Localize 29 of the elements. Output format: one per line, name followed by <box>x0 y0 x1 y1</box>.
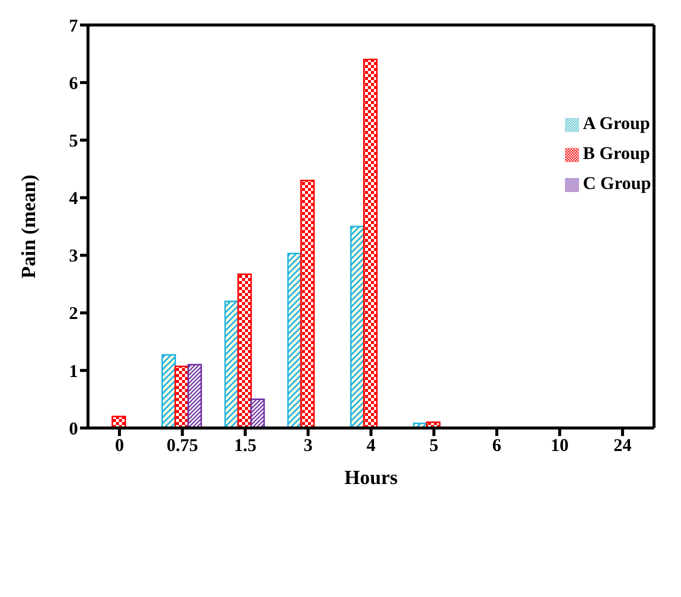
x-tick-label: 24 <box>614 434 632 455</box>
y-tick-label: 7 <box>69 15 78 36</box>
legend-label: A Group <box>582 113 650 133</box>
x-tick-label: 0 <box>114 434 124 455</box>
bar <box>161 354 176 428</box>
y-tick-label: 3 <box>69 246 78 266</box>
y-tick-label: 6 <box>69 72 78 93</box>
y-tick-label: 2 <box>69 303 78 324</box>
x-tick-label: 0.75 <box>166 434 198 455</box>
bar <box>250 398 265 428</box>
y-tick-label: 5 <box>69 130 78 151</box>
x-tick-label: 5 <box>429 434 438 455</box>
bar <box>112 416 126 428</box>
bar <box>300 180 315 428</box>
y-tick-label: 4 <box>69 188 78 208</box>
bar <box>237 274 252 428</box>
x-tick-label: 3 <box>304 434 313 455</box>
legend-label: B Group <box>582 143 650 163</box>
bar <box>363 58 378 428</box>
y-tick-label: 1 <box>69 360 78 381</box>
x-tick-label: 6 <box>492 434 502 455</box>
y-axis-title: Pain (mean) <box>18 174 40 278</box>
y-tick-label: 0 <box>69 418 78 438</box>
x-tick-label: 4 <box>366 434 376 455</box>
x-tick-label: 1.5 <box>234 434 256 455</box>
bar <box>187 364 202 428</box>
x-tick-label: 10 <box>550 434 569 455</box>
x-axis-title: Hours <box>344 467 398 489</box>
legend-label: C Group <box>582 173 651 193</box>
